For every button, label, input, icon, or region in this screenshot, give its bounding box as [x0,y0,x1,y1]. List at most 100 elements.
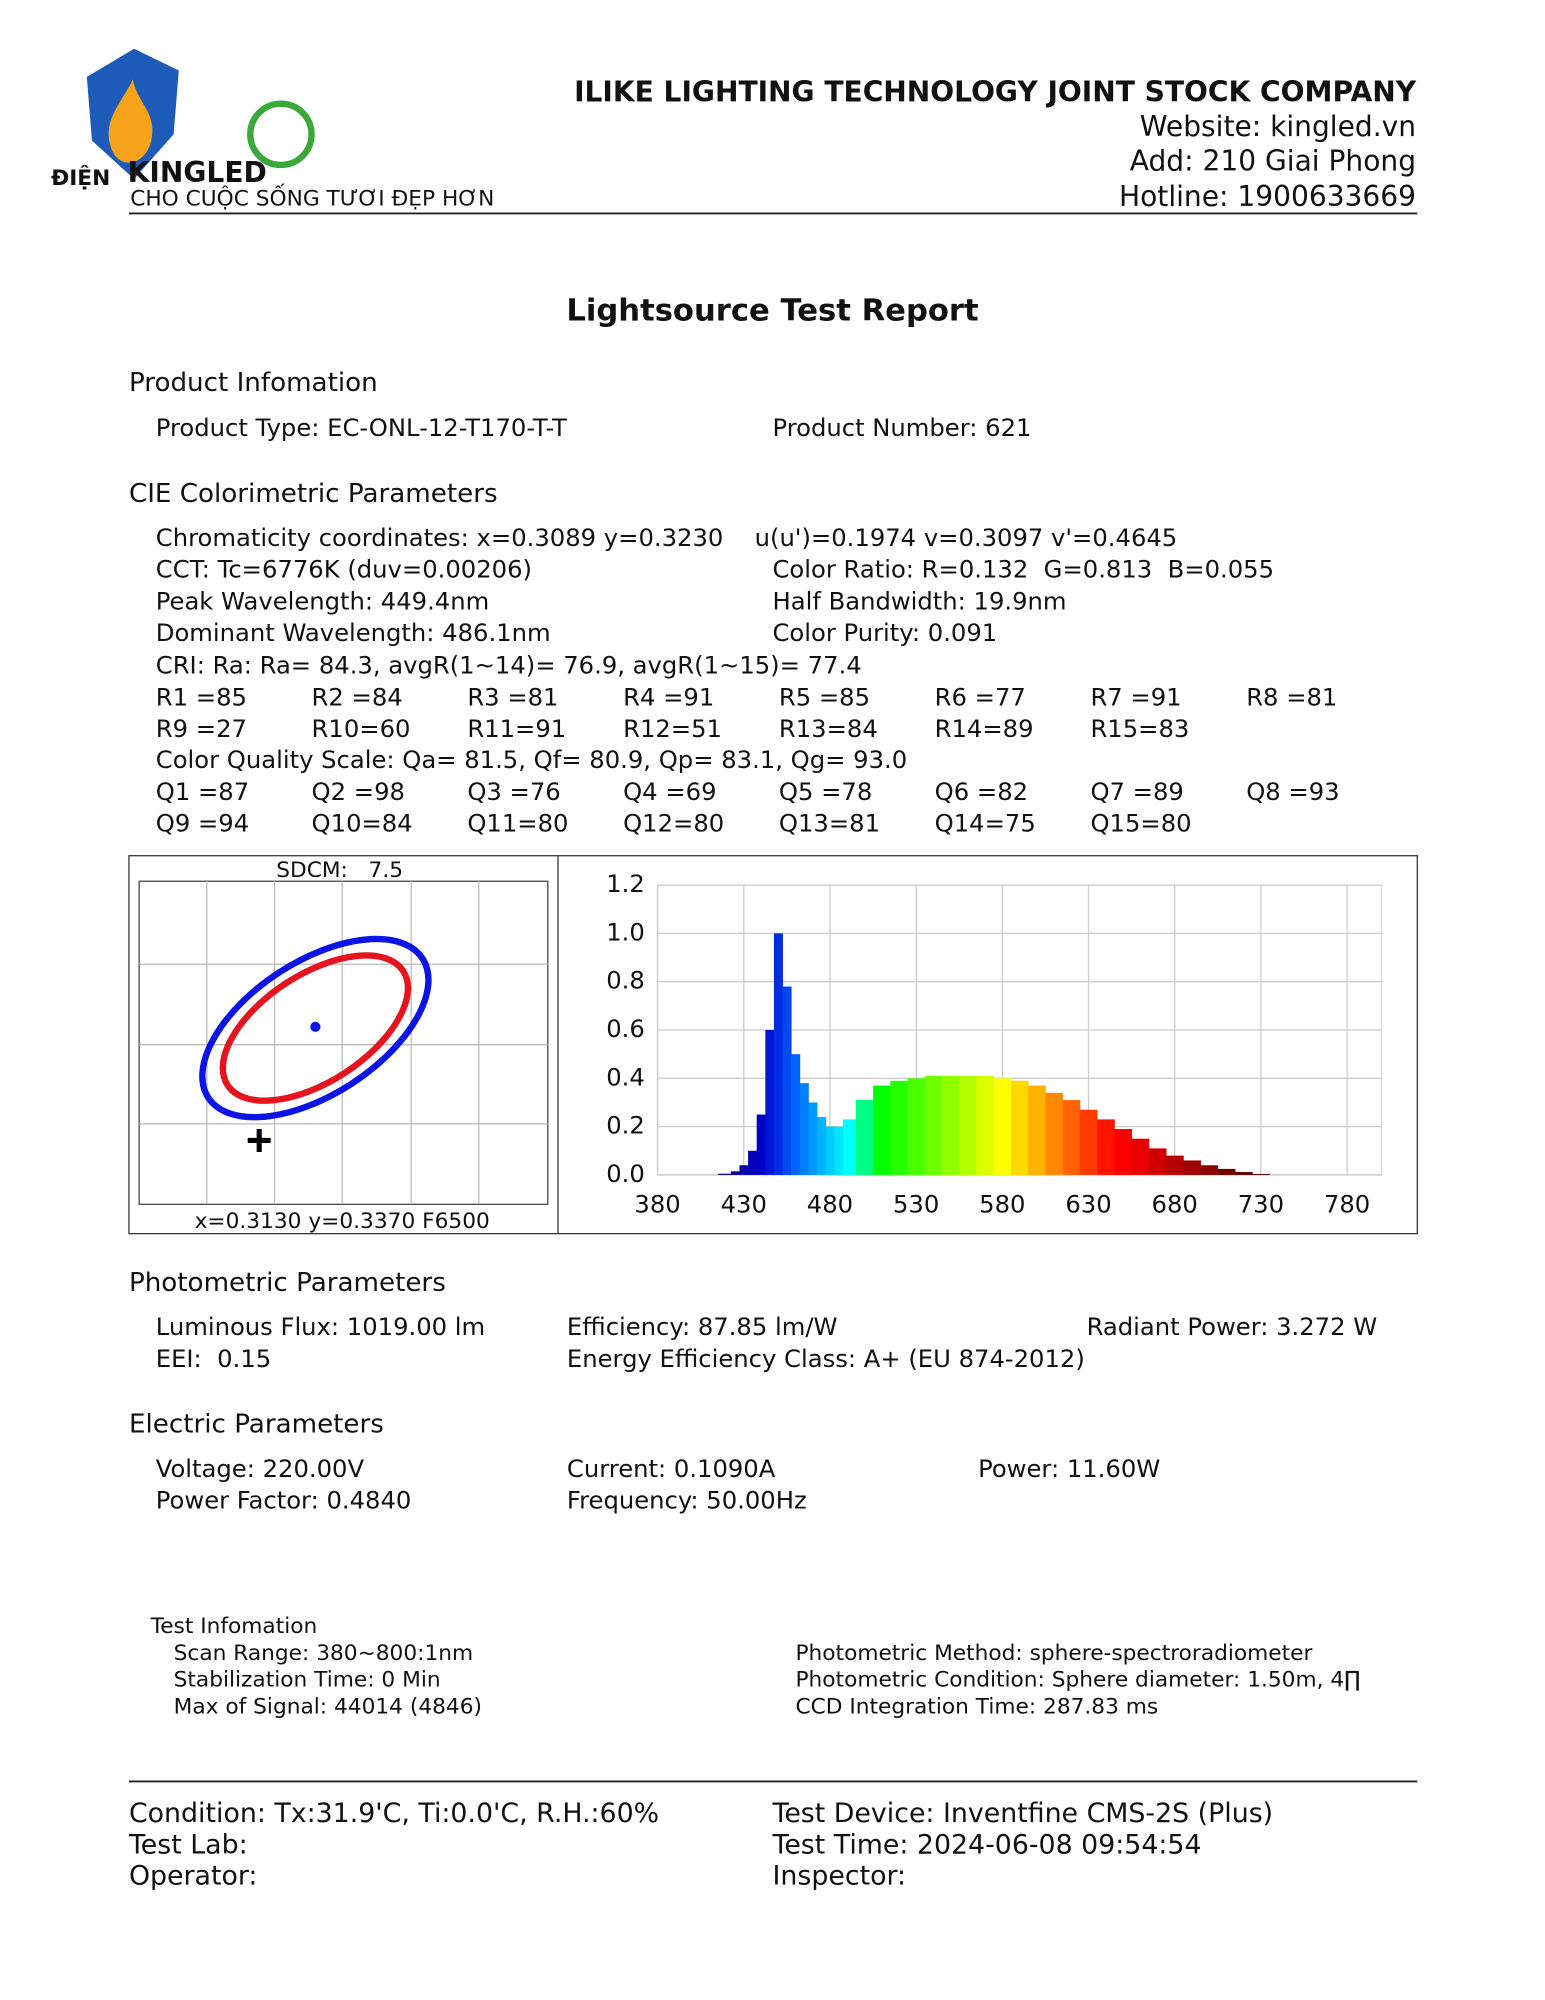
x-tick-label: 730 [1238,1190,1284,1219]
electric-param: Power Factor: 0.4840 [156,1486,412,1515]
logo-slogan: CHO CUỘC SỐNG TƯƠI ĐẸP HƠN [130,182,494,211]
spectrum-bar [1166,1155,1184,1175]
spectrum-bar [1010,1080,1029,1175]
y-tick-label: 0.2 [606,1111,645,1140]
r-value: R11=91 [467,714,566,743]
spectrum-bar [765,1030,775,1175]
spectrum-bar [924,1075,943,1175]
chart-frame [128,855,1418,1235]
logo [86,48,315,179]
spectrum-bar [756,1114,766,1175]
logo-bulb [247,100,315,169]
q-value: Q3 =76 [467,777,560,806]
spectrum-bar [873,1085,891,1175]
photometric-param: Luminous Flux: 1019.00 lm [156,1312,485,1341]
q-value: Q14=75 [935,808,1036,837]
r-value: R12=51 [623,714,722,743]
x-tick-label: 580 [979,1190,1025,1219]
spectrum-bar [855,1100,874,1175]
q-value: Q9 =94 [156,808,249,837]
photometric-param: Energy Efficiency Class: A+ (EU 874-2012… [567,1344,1085,1373]
measured-point [310,1021,321,1032]
spectrum-bar [717,1173,732,1175]
x-tick-label: 680 [1152,1190,1198,1219]
product-number: Product Number: 621 [773,413,1032,442]
q-value: Q13=81 [779,808,880,837]
spectrum-bar [1183,1160,1201,1175]
sdcm-ellipse-outer [199,935,432,1121]
reference-point [247,1128,271,1152]
spectrum-bar [1148,1148,1167,1175]
r-value: R7 =91 [1090,683,1181,712]
r-value: R13=84 [779,714,878,743]
spectrum-bar [1131,1138,1150,1175]
section-heading: Test Infomation [150,1614,318,1639]
hotline: Hotline: 1900633669 [1119,180,1416,213]
electric-param: Voltage: 220.00V [156,1454,365,1483]
company-name: ILIKE LIGHTING TECHNOLOGY JOINT STOCK CO… [574,75,1417,108]
y-tick-label: 0.8 [606,966,645,995]
r-value: R9 =27 [156,714,247,743]
footer-field: Inspector: [773,1861,907,1892]
cie-param: Dominant Wavelength: 486.1nm [156,618,551,647]
x-tick-label: 480 [807,1190,853,1219]
report-title: Lightsource Test Report [566,293,978,328]
q-value: Q1 =87 [156,777,249,806]
test-param: Photometric Condition: Sphere diameter: … [795,1668,1360,1693]
sdcm-ellipse-inner [219,952,412,1104]
footer-field: Operator: [129,1861,258,1892]
spectrum-bar [993,1078,1012,1175]
spectrum-bar [817,1116,827,1175]
cie-grid [139,881,548,1205]
q-value: Q4 =69 [623,777,716,806]
r-value: R6 =77 [935,683,1026,712]
electric-param: Power: 11.60W [978,1454,1160,1483]
r-value: R5 =85 [779,683,870,712]
spectrum-bar [808,1102,818,1175]
spectrum-bar [1028,1085,1046,1175]
spectrum-bar [1217,1168,1236,1175]
spectrum-bar [1114,1129,1132,1175]
reference-label: x=0.3130 y=0.3370 F6500 [195,1209,490,1234]
spectrum-bar [907,1078,926,1175]
spectrum-bar [942,1075,960,1175]
spectrum-bar [1252,1173,1270,1175]
x-tick-label: 630 [1065,1190,1111,1219]
r-value: R14=89 [935,714,1034,743]
r-value: R8 =81 [1246,683,1337,712]
footer-field: Condition: Tx:31.9'C, Ti:0.0'C, R.H.:60% [129,1798,659,1829]
electric-param: Current: 0.1090A [567,1454,776,1483]
photometric-param: Efficiency: 87.85 lm/W [567,1312,838,1341]
cie-param: u(u')=0.1974 v=0.3097 v'=0.4645 [755,523,1178,552]
product-type: Product Type: EC-ONL-12-T170-T-T [156,413,567,442]
cie-param: Chromaticity coordinates: x=0.3089 y=0.3… [156,523,724,552]
q-value: Q6 =82 [935,777,1028,806]
r-value: R1 =85 [156,683,247,712]
x-tick-label: 430 [721,1190,767,1219]
spectrum-bar [782,986,792,1175]
spectrum-bar [748,1150,758,1175]
photometric-param: EEI: 0.15 [156,1344,271,1373]
cie-plot [138,880,549,1205]
test-param: Photometric Method: sphere-spectroradiom… [795,1641,1312,1666]
q-value: Q11=80 [467,808,568,837]
footer-field: Test Device: Inventfine CMS-2S (Plus) [772,1798,1274,1829]
cie-param: Color Ratio: R=0.132 G=0.813 B=0.055 [773,555,1275,584]
q-value: Q15=80 [1090,808,1191,837]
q-value: Q12=80 [623,808,724,837]
spectrum-bar [825,1126,835,1175]
y-tick-label: 1.2 [606,869,645,898]
spectrum-bar [799,1083,809,1175]
website: Website: kingled.vn [1140,110,1416,143]
sdcm-label: SDCM: 7.5 [276,858,403,883]
spectrum-bar [1079,1109,1098,1175]
r-value: R15=83 [1090,714,1189,743]
spectrum-bar [1235,1172,1253,1175]
spectrum-bar [1200,1165,1219,1175]
y-tick-label: 0.4 [606,1062,645,1091]
y-tick-label: 0.6 [606,1014,645,1043]
cie-param: Color Purity: 0.091 [773,618,998,647]
y-tick-label: 1.0 [606,917,645,946]
